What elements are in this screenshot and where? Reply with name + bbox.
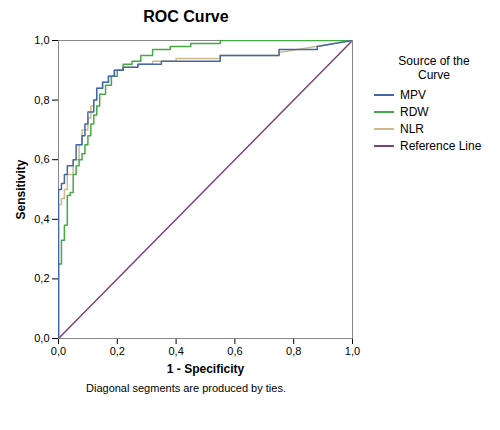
html-text:RDW: RDW <box>400 105 429 119</box>
svg-text:0,6: 0,6 <box>34 153 49 165</box>
svg-text:1 - Specificity: 1 - Specificity <box>167 362 245 376</box>
svg-text:0,2: 0,2 <box>34 272 49 284</box>
svg-text:0,4: 0,4 <box>168 345 183 357</box>
svg-text:Sensitivity: Sensitivity <box>14 159 28 219</box>
svg-text:0,4: 0,4 <box>34 213 49 225</box>
svg-text:1,0: 1,0 <box>34 34 49 46</box>
svg-text:0,0: 0,0 <box>34 332 49 344</box>
svg-text:1,0: 1,0 <box>345 345 360 357</box>
html-text:ROC Curve: ROC Curve <box>143 8 229 25</box>
svg-text:0,0: 0,0 <box>51 345 66 357</box>
html-text:MPV: MPV <box>400 88 426 102</box>
svg-text:0,8: 0,8 <box>286 345 301 357</box>
html-text:Reference Line: Reference Line <box>400 139 482 153</box>
html-text:Diagonal segments are produced: Diagonal segments are produced by ties. <box>86 382 286 394</box>
svg-text:0,6: 0,6 <box>227 345 242 357</box>
html-text:NLR: NLR <box>400 122 424 136</box>
svg-text:0,2: 0,2 <box>110 345 125 357</box>
html-text:Source of the Curve: Source of the Curve <box>398 54 470 82</box>
svg-text:0,8: 0,8 <box>34 94 49 106</box>
